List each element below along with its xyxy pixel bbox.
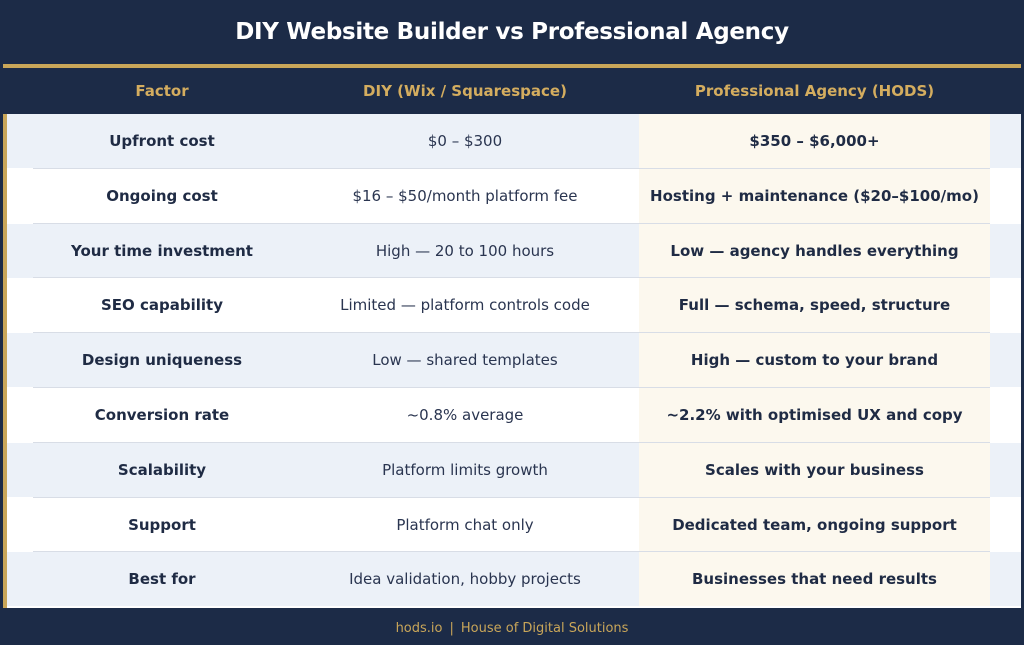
agency-cell: High — custom to your brand: [639, 333, 990, 388]
diy-cell: Limited — platform controls code: [340, 296, 590, 315]
diy-cell: Low — shared templates: [372, 351, 558, 370]
agency-cell: $350 – $6,000+: [639, 114, 990, 168]
diy-cell: $0 – $300: [427, 132, 503, 150]
row-divider: [33, 551, 990, 553]
header-factor: Factor: [135, 82, 189, 100]
factor-cell: Conversion rate: [94, 406, 230, 424]
row-divider: [33, 496, 990, 498]
diy-cell: High — 20 to 100 hours: [375, 241, 555, 260]
footer: hods.io | House of Digital Solutions: [0, 612, 1024, 645]
table-row: Upfront cost $0 – $300 $350 – $6,000+: [3, 114, 1021, 168]
row-divider: [33, 441, 990, 443]
factor-cell: Best for: [128, 570, 196, 589]
footer-separator: |: [449, 621, 454, 636]
header-agency: Professional Agency (HODS): [694, 82, 935, 100]
factor-cell: Scalability: [117, 460, 207, 479]
diy-cell: ~0.8% average: [406, 406, 524, 424]
factor-cell: Your time investment: [71, 241, 253, 260]
agency-cell: Full — schema, speed, structure: [639, 278, 990, 333]
table-row: Conversion rate ~0.8% average ~2.2% with o…: [3, 388, 1021, 442]
row-divider: [33, 277, 990, 279]
header-diy: DIY (Wix / Squarespace): [363, 82, 567, 100]
footer-company: House of Digital Solutions: [460, 621, 629, 636]
diy-cell: $16 – $50/month platform fee: [352, 186, 578, 205]
row-divider: [33, 332, 990, 334]
agency-cell: ~2.2% with optimised UX and copy: [639, 388, 990, 442]
factor-cell: SEO capability: [100, 296, 223, 315]
factor-cell: Design uniqueness: [81, 351, 243, 370]
table-header: Factor DIY (Wix / Squarespace) Professio…: [0, 68, 1024, 114]
diy-cell: Platform chat only: [396, 515, 534, 534]
row-divider: [33, 167, 990, 169]
agency-cell: Hosting + maintenance ($20–$100/mo): [639, 168, 990, 223]
agency-cell: Scales with your business: [639, 442, 990, 497]
table-row: SEO capability Limited — platform control…: [3, 278, 1021, 333]
factor-cell: Support: [128, 515, 196, 534]
title-divider: [3, 64, 1021, 68]
row-divider: [33, 387, 990, 388]
table-row: Ongoing cost $16 – $50/month platform fee…: [3, 168, 1021, 223]
comparison-table: Upfront cost $0 – $300 $350 – $6,000+ Ongoi…: [3, 114, 1021, 608]
diy-cell: Platform limits growth: [382, 460, 548, 479]
agency-cell: Low — agency handles everything: [639, 223, 990, 278]
page-title: DIY Website Builder vs Professional Agen…: [235, 19, 789, 45]
agency-cell: Dedicated team, ongoing support: [639, 497, 990, 552]
agency-cell: Businesses that need results: [639, 552, 990, 607]
diy-cell: Idea validation, hobby projects: [349, 570, 581, 589]
table-accent-bar: [3, 114, 7, 608]
table-row: Scalability Platform limits growth Scales …: [3, 442, 1021, 497]
table-row: Your time investment High — 20 to 100 hou…: [3, 223, 1021, 278]
factor-cell: Ongoing cost: [106, 186, 218, 205]
table-row: Design uniqueness Low — shared templates H…: [3, 333, 1021, 388]
factor-cell: Upfront cost: [109, 132, 215, 150]
footer-site-link[interactable]: hods.io: [395, 621, 443, 636]
table-row: Support Platform chat only Dedicated team,…: [3, 497, 1021, 552]
row-divider: [33, 222, 990, 224]
table-row: Best for Idea validation, hobby projects B…: [3, 552, 1021, 607]
